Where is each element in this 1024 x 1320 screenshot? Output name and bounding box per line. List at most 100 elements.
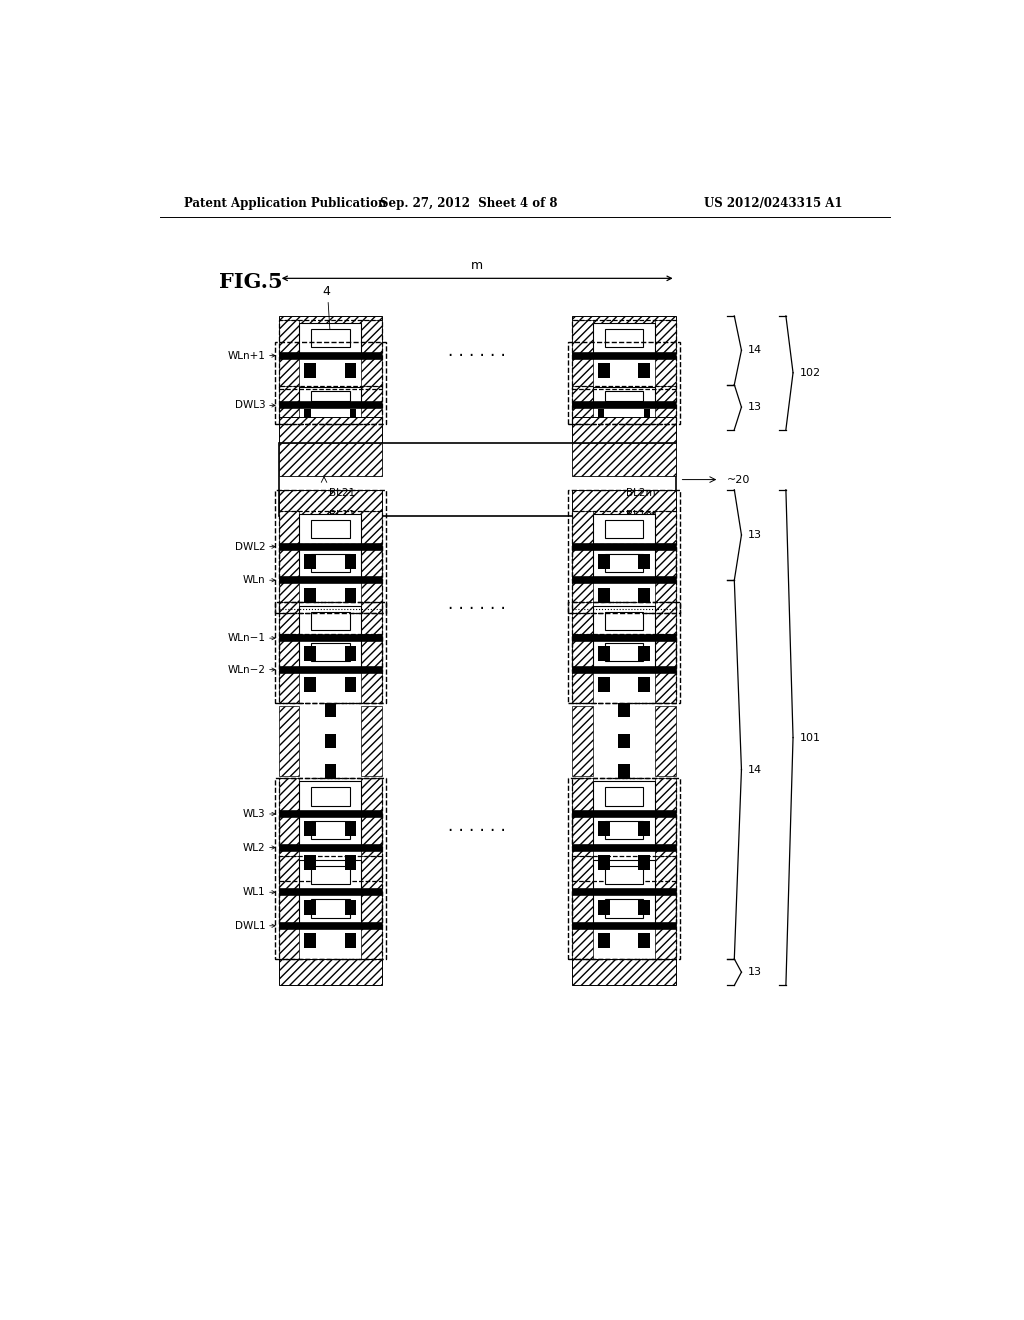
Bar [605,866,643,884]
Bar [274,490,386,614]
Bar [572,417,676,444]
Bar [279,890,382,958]
Bar [605,391,643,401]
Bar [311,899,349,917]
Bar [572,857,593,925]
Bar [345,677,356,692]
Bar [279,490,382,516]
Bar [605,788,643,805]
Bar [598,587,609,603]
Bar [345,855,356,870]
Bar [593,323,655,354]
Bar [593,894,655,924]
Bar [361,511,382,579]
Bar [304,933,316,948]
Bar [638,554,650,569]
Bar [598,900,609,915]
Bar [299,859,361,890]
Bar [279,857,382,925]
Text: Patent Application Publication: Patent Application Publication [183,197,386,210]
Bar [572,511,676,579]
Bar [274,602,386,702]
Bar [279,890,299,958]
Text: 102: 102 [800,368,820,378]
Bar [572,857,676,925]
Bar [325,734,336,748]
Bar [618,764,630,779]
Bar [279,812,299,880]
Bar [638,363,650,378]
Bar [279,544,382,614]
Text: WL3: WL3 [243,809,265,818]
Bar [655,706,676,776]
Bar [279,319,382,389]
Bar [572,444,676,477]
Bar [311,391,349,401]
Bar [345,363,356,378]
Bar [279,857,299,925]
Bar [593,781,655,812]
Bar [572,812,676,880]
Bar [304,554,316,569]
Bar [279,385,382,424]
Bar [593,606,655,636]
Bar [572,890,676,958]
Text: 13: 13 [748,403,762,412]
Bar [345,821,356,837]
Bar [361,385,382,424]
Bar [655,634,676,702]
Text: 101: 101 [800,733,820,743]
Bar [279,544,299,614]
Bar [638,933,650,948]
Bar [304,677,316,692]
Bar [361,890,382,958]
Text: BL1m: BL1m [626,510,655,520]
Text: DWL3: DWL3 [234,400,265,411]
Bar [572,602,676,672]
Bar [655,319,676,389]
Bar [605,520,643,539]
Bar [572,544,593,614]
Bar [605,643,643,661]
Bar [325,764,336,779]
Bar [299,781,361,812]
Text: BL2m: BL2m [626,487,655,498]
Bar [605,553,643,572]
Bar [279,319,299,389]
Bar [345,554,356,569]
Bar [655,857,676,925]
Bar [572,511,593,579]
Bar [655,544,676,614]
Bar [638,821,650,837]
Bar [299,513,361,545]
Bar [299,894,361,924]
Bar [598,821,609,837]
Bar [605,329,643,347]
Text: 14: 14 [748,346,762,355]
Bar [638,587,650,603]
Bar [311,821,349,840]
Bar [350,409,356,417]
Bar [299,548,361,578]
Text: Sep. 27, 2012  Sheet 4 of 8: Sep. 27, 2012 Sheet 4 of 8 [381,197,558,210]
Text: WLn−2: WLn−2 [227,665,265,675]
Bar [279,511,299,579]
Bar [568,342,680,425]
Bar [572,777,676,847]
Bar [593,859,655,890]
Text: WL2: WL2 [243,842,265,853]
Bar [572,490,676,516]
Bar [572,958,676,986]
Bar [279,444,382,477]
Text: FIG.5: FIG.5 [219,272,283,293]
Text: US 2012/0243315 A1: US 2012/0243315 A1 [703,197,842,210]
Text: · · · · · ·: · · · · · · [449,822,506,840]
Bar [572,634,593,702]
Bar [311,866,349,884]
Bar [299,388,361,404]
Bar [655,812,676,880]
Bar [598,645,609,660]
Text: DWL2: DWL2 [234,541,265,552]
Bar [279,706,299,776]
Bar [361,706,382,776]
